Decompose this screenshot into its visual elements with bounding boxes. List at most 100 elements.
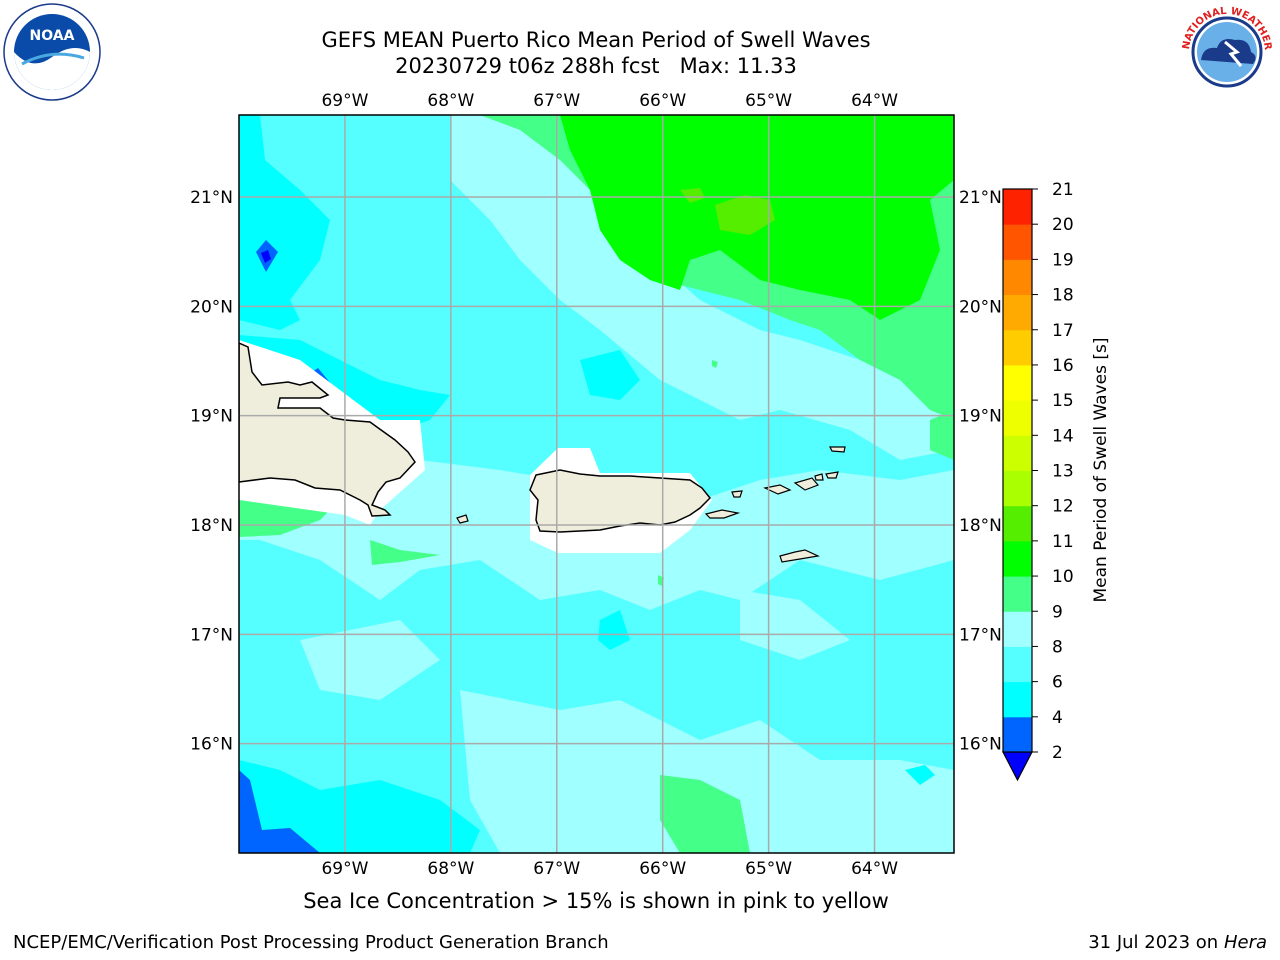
contour-8-9 <box>300 620 440 700</box>
colorbar-segment <box>1003 364 1032 401</box>
chart-subtitle: 20230729 t06z 288h fcst Max: 11.33 <box>395 54 797 78</box>
contour-below-2 <box>261 250 271 263</box>
island <box>793 477 820 491</box>
footer-host: Hera <box>1223 932 1267 953</box>
colorbar-tick-label: 16 <box>1052 356 1074 376</box>
latitude-label: 19°N <box>959 407 1002 427</box>
contour-9-10 <box>930 410 954 460</box>
latitude-label: 16°N <box>190 735 233 755</box>
longitude-labels-bottom: 69°W 68°W 67°W 66°W 65°W 64°W <box>321 859 898 879</box>
contour-9-10 <box>712 360 718 368</box>
latitude-labels-right: 21°N 20°N 19°N 18°N 17°N 16°N <box>959 188 1002 755</box>
longitude-label: 64°W <box>851 859 898 879</box>
colorbar-tick-label: 9 <box>1052 602 1063 622</box>
colorbar-segment <box>1003 470 1032 507</box>
colorbar-segment <box>1003 189 1032 225</box>
latitude-label: 21°N <box>959 188 1002 208</box>
latitude-label: 18°N <box>190 516 233 536</box>
hispaniola-land <box>239 342 416 517</box>
colorbar-segment <box>1003 400 1032 436</box>
noaa-logo-text: NOAA <box>30 28 75 44</box>
colorbar-segment <box>1003 435 1032 471</box>
colorbar-tick-label: 13 <box>1052 462 1074 482</box>
colorbar-tick-label: 20 <box>1052 215 1074 235</box>
colorbar-segment <box>1003 646 1032 683</box>
colorbar-tick-label: 10 <box>1052 567 1074 587</box>
island <box>731 490 743 498</box>
contour-2-4 <box>239 770 320 853</box>
longitude-label: 64°W <box>851 91 898 111</box>
latitude-label: 21°N <box>190 188 233 208</box>
longitude-label: 68°W <box>427 859 474 879</box>
contour-8-9 <box>460 690 954 853</box>
colorbar-tick-label: 19 <box>1052 250 1074 270</box>
longitude-label: 69°W <box>321 91 368 111</box>
colorbar-tick-label: 2 <box>1052 743 1063 763</box>
contour-8-9 <box>450 115 954 460</box>
colorbar: 2 4 6 8 9 10 11 12 13 14 15 16 17 18 19 20 21 <box>1002 180 1074 782</box>
island <box>825 471 839 479</box>
contour-4-6 <box>905 765 935 785</box>
swell-period-field <box>239 115 954 853</box>
island <box>763 484 792 495</box>
latitude-label: 20°N <box>190 297 233 317</box>
contour-4-6 <box>239 760 480 853</box>
latitude-label: 19°N <box>190 407 233 427</box>
latitude-label: 17°N <box>959 625 1002 645</box>
longitude-label: 69°W <box>321 859 368 879</box>
latitude-label: 16°N <box>959 735 1002 755</box>
contour-4-6 <box>239 115 330 330</box>
colorbar-tick-label: 11 <box>1052 532 1074 552</box>
contour-11-12 <box>715 195 775 235</box>
latitude-label: 20°N <box>959 297 1002 317</box>
contour-4-6 <box>598 610 630 650</box>
map-frame <box>238 114 955 854</box>
map-gridlines <box>239 115 954 853</box>
colorbar-segment <box>1003 224 1032 260</box>
footer-date-text: 31 Jul 2023 on <box>1088 932 1224 953</box>
colorbar-tick-label: 8 <box>1052 637 1063 657</box>
colorbar-segment <box>1003 576 1032 612</box>
nws-logo-icon: NATIONAL WEATHER SERVICE <box>1177 2 1275 100</box>
colorbar-tick-label: 6 <box>1052 673 1063 693</box>
colorbar-tick-label: 14 <box>1052 426 1074 446</box>
colorbar-segment <box>1003 329 1032 366</box>
island <box>779 549 821 563</box>
sea-ice-note: Sea Ice Concentration > 15% is shown in … <box>303 889 889 913</box>
contour-8-9 <box>740 590 850 660</box>
latitude-label: 17°N <box>190 625 233 645</box>
colorbar-segment <box>1003 505 1032 542</box>
colorbar-tick-label: 21 <box>1052 180 1074 200</box>
colorbar-tick-label: 4 <box>1052 708 1063 728</box>
island <box>704 509 741 519</box>
colorbar-segment <box>1003 540 1032 577</box>
colorbar-label: Mean Period of Swell Waves [s] <box>1091 338 1111 603</box>
colorbar-tick-label: 15 <box>1052 391 1074 411</box>
longitude-label: 67°W <box>533 91 580 111</box>
contour-9-10 <box>660 775 750 853</box>
colorbar-segment <box>1003 611 1032 647</box>
latitude-label: 18°N <box>959 516 1002 536</box>
colorbar-segment <box>1003 259 1032 296</box>
longitude-label: 68°W <box>427 91 474 111</box>
chart-title: GEFS MEAN Puerto Rico Mean Period of Swe… <box>321 28 871 52</box>
longitude-label: 65°W <box>745 859 792 879</box>
longitude-label: 66°W <box>639 91 686 111</box>
contour-11-12 <box>680 188 705 203</box>
latitude-labels-left: 21°N 20°N 19°N 18°N 17°N 16°N <box>190 188 233 755</box>
colorbar-segment <box>1003 294 1032 331</box>
colorbar-extend-min <box>1002 751 1033 782</box>
contour-9-10 <box>370 540 440 565</box>
island <box>814 473 824 481</box>
contour-4-6 <box>580 350 640 400</box>
footer-credit: NCEP/EMC/Verification Post Processing Pr… <box>13 932 609 953</box>
colorbar-tick-label: 12 <box>1052 497 1074 517</box>
island <box>456 514 469 524</box>
colorbar-segment <box>1003 681 1032 718</box>
colorbar-tick-label: 18 <box>1052 286 1074 306</box>
longitude-labels-top: 69°W 68°W 67°W 66°W 65°W 64°W <box>321 91 898 111</box>
noaa-logo-icon: NOAA <box>3 3 101 101</box>
longitude-label: 65°W <box>745 91 792 111</box>
longitude-label: 66°W <box>639 859 686 879</box>
